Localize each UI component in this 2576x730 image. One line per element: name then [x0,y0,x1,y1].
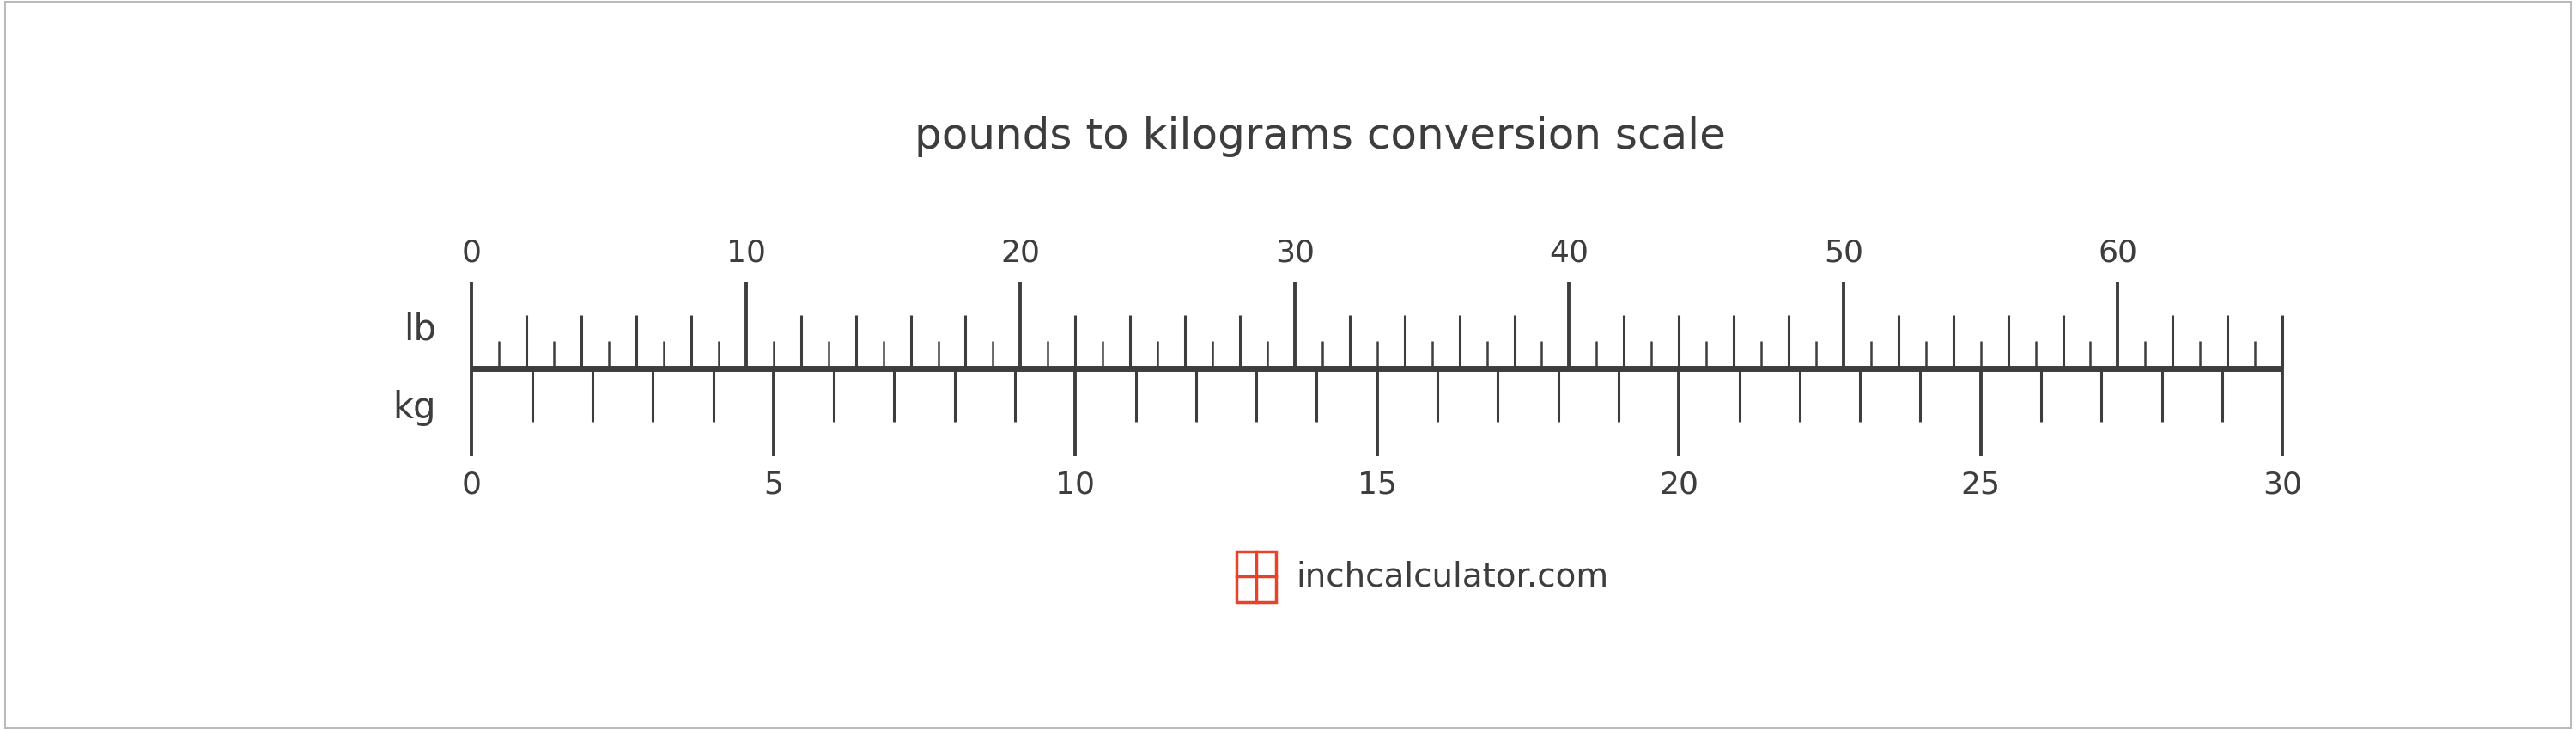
Text: 20: 20 [1659,470,1698,499]
Text: 10: 10 [1056,470,1095,499]
Text: pounds to kilograms conversion scale: pounds to kilograms conversion scale [914,116,1726,157]
Text: 5: 5 [762,470,783,499]
Text: 60: 60 [2097,238,2138,267]
Text: 15: 15 [1358,470,1396,499]
Text: 25: 25 [1960,470,2002,499]
Text: 30: 30 [2262,470,2303,499]
Text: 40: 40 [1548,238,1589,267]
Text: lb: lb [404,312,435,347]
Text: kg: kg [392,390,435,426]
Text: 30: 30 [1275,238,1314,267]
Text: 10: 10 [726,238,765,267]
Text: inchcalculator.com: inchcalculator.com [1296,561,1610,593]
Text: 20: 20 [999,238,1041,267]
Text: 0: 0 [461,470,482,499]
Text: 0: 0 [461,238,482,267]
Text: 50: 50 [1824,238,1862,267]
